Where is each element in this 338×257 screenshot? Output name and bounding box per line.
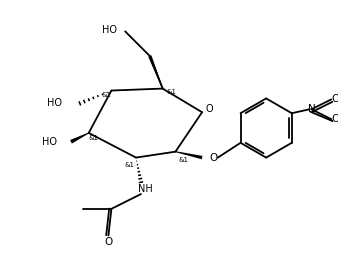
Text: HO: HO <box>102 25 117 35</box>
Polygon shape <box>148 56 163 89</box>
Text: HO: HO <box>47 98 62 108</box>
Text: &1: &1 <box>89 135 99 141</box>
Text: NH: NH <box>138 184 152 194</box>
Text: O: O <box>331 94 338 104</box>
Text: &1: &1 <box>167 88 176 95</box>
Polygon shape <box>70 133 89 144</box>
Text: &1: &1 <box>124 162 134 169</box>
Text: N: N <box>308 104 315 114</box>
Text: O: O <box>104 237 113 247</box>
Text: HO: HO <box>42 137 57 147</box>
Text: O: O <box>205 104 213 114</box>
Text: O: O <box>210 153 218 163</box>
Polygon shape <box>175 151 202 159</box>
Text: O: O <box>331 114 338 124</box>
Text: &1: &1 <box>178 157 188 162</box>
Text: &1: &1 <box>101 93 112 98</box>
